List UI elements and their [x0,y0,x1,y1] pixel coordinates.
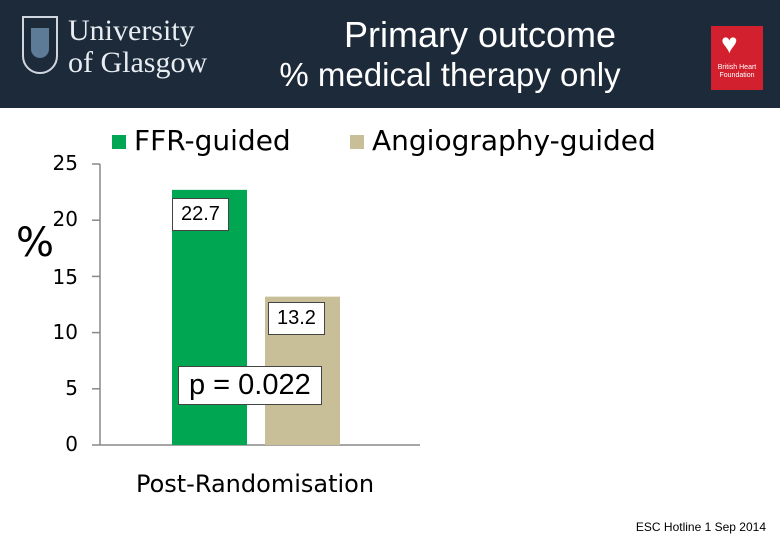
legend-label-angiography: Angiography-guided [372,124,656,157]
heart-icon: ♥ [721,28,738,59]
bhf-logo: ♥ British Heart Foundation [711,26,763,90]
legend-swatch-ffr [112,135,126,149]
crest-icon [22,16,58,74]
data-label-angiography: 13.2 [268,302,325,335]
y-tick-label: 20 [52,207,78,232]
legend-swatch-angiography [350,135,364,149]
y-tick-label: 0 [65,432,78,456]
university-logo: University of Glasgow [22,12,207,80]
logo-text-line1: University [68,14,195,47]
y-tick-label: 25 [52,151,78,175]
footer-citation: ESC Hotline 1 Sep 2014 [635,520,766,534]
slide-subtitle: % medical therapy only [279,56,621,93]
slide-title: Primary outcome [343,14,617,55]
p-value-annotation: p = 0.022 [178,366,322,405]
y-axis-label: % [16,220,55,266]
y-tick-label: 10 [52,319,78,344]
bhf-logo-text: British Heart Foundation [717,64,757,79]
data-label-ffr: 22.7 [172,198,229,231]
logo-text-line2: of Glasgow [68,46,208,79]
y-tick-label: 15 [52,265,78,290]
legend-label-ffr: FFR-guided [134,124,291,157]
header-banner: University of Glasgow Primary outcome % … [0,0,780,108]
y-tick-label: 5 [65,375,78,400]
x-axis-label: Post-Randomisation [135,470,375,498]
